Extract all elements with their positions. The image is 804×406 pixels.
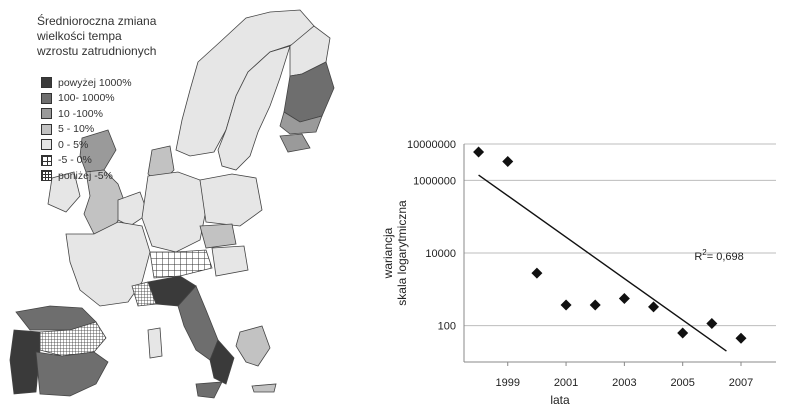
chart-data-point [560,299,572,311]
map-region-ireland [47,171,81,213]
chart-y-tick-label: 10000000 [407,139,456,151]
legend-swatch [41,154,52,166]
legend-item: 0 - 5% [41,137,132,153]
chart-y-tick-label: 10000 [425,248,456,260]
map-legend-title: Średnioroczna zmiana wielkości tempa wzr… [37,14,207,59]
map-region-czechia [199,223,237,249]
map-region-crete [251,383,277,393]
chart-data-point [706,317,718,329]
chart-trendline [478,174,727,352]
europe-regions-map [9,9,335,399]
legend-swatch [41,108,52,120]
map-region-spain-south [35,351,109,397]
map-region-estonia [279,133,311,153]
chart-x-tick-label: 2005 [670,377,694,389]
map-legend: powyżej 1000% 100- 1000% 10 -100% 5 - 10% 0 … [41,75,132,184]
legend-label: 10 -100% [58,107,103,120]
chart-data-point [618,292,630,304]
map-region-italy-south [209,339,235,385]
legend-swatch [41,77,52,89]
map-region-sweden [217,45,291,171]
legend-item: powyżej 1000% [41,75,132,91]
chart-x-tick-label: 2001 [554,377,578,389]
legend-label: 0 - 5% [58,138,89,151]
map-region-portugal [9,329,41,395]
chart-y-tick-label: 100 [438,321,456,333]
map-region-finland-south [279,111,323,135]
chart-data-point [502,155,514,167]
map-region-sicily [195,381,223,399]
legend-label: -5 - 0% [58,154,92,167]
chart-x-ticks: 1999 2001 2003 2005 2007 [495,362,753,389]
map-region-benelux [117,191,149,227]
legend-item: -5 - 0% [41,153,132,169]
map-region-hungary [211,245,249,277]
legend-title-line: wielkości tempa [37,29,122,43]
map-region-spain-center [39,321,107,357]
chart-x-tick-label: 2003 [612,377,636,389]
map-region-sardinia [147,327,163,359]
legend-swatch [41,123,52,135]
legend-label: powyżej 1000% [58,76,132,89]
legend-title-line: wzrostu zatrudnionych [37,44,157,58]
legend-label: 5 - 10% [58,123,95,136]
r2-prefix: R [694,251,702,263]
chart-data-point [735,332,747,344]
legend-item: 100- 1000% [41,91,132,107]
chart-x-tick-label: 2007 [729,377,753,389]
legend-item: poniżej -5% [41,168,132,184]
r2-superscript: 2 [702,248,707,257]
chart-data-points [473,146,747,344]
map-region-poland [199,173,263,227]
chart-x-axis-label: lata [550,393,570,406]
map-region-switzerland-austria [149,249,213,279]
chart-y-axis-label: wariancja skala logarytmiczna [381,200,409,306]
chart-y-label-line1: wariancja [381,227,395,279]
employment-change-map-panel: Średnioroczna zmiana wielkości tempa wzr… [0,0,360,406]
chart-data-point [677,327,689,339]
legend-label: poniżej -5% [58,169,113,182]
legend-label: 100- 1000% [58,92,115,105]
map-region-greece [235,325,271,367]
legend-item: 5 - 10% [41,122,132,138]
chart-data-point [531,267,543,279]
legend-swatch [41,92,52,104]
map-region-germany [141,171,207,253]
chart-y-label-line2: skala logarytmiczna [395,200,409,306]
legend-swatch [41,139,52,151]
legend-title-line: Średnioroczna zmiana [37,14,157,28]
legend-item: 10 -100% [41,106,132,122]
chart-data-point [589,299,601,311]
chart-r2-annotation: R2= 0,698 [694,248,743,263]
chart-y-tick-label: 1000000 [413,175,456,187]
variance-log-scatter-chart: 100 10000 1000000 10000000 1999 2001 2003 2005… [381,139,776,406]
r2-value: = 0,698 [707,251,744,263]
map-region-france [65,221,151,307]
legend-swatch [41,170,52,182]
chart-y-ticks: 100 10000 1000000 10000000 [407,139,456,333]
chart-data-point [473,146,485,158]
chart-gridlines [464,143,776,327]
map-region-italy-alpine [131,281,157,307]
chart-data-point [648,301,660,313]
chart-x-tick-label: 1999 [495,377,519,389]
